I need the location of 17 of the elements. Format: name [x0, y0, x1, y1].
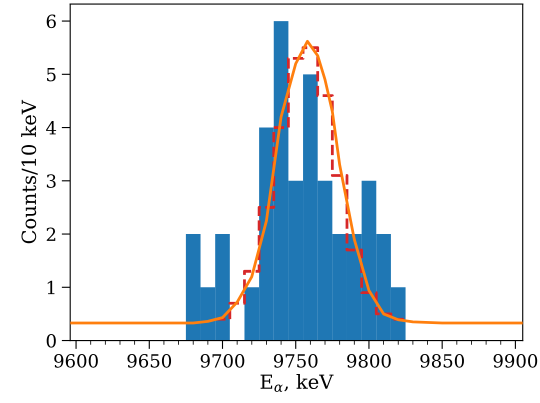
x-tick-label: 9650: [127, 354, 172, 368]
y-tick-label: 2: [46, 228, 56, 241]
y-tick-label: 3: [46, 174, 56, 188]
y-tick-label: 0: [46, 334, 56, 348]
y-tick-label: 5: [47, 68, 56, 82]
x-tick-label: 9800: [347, 354, 391, 368]
y-axis-title: Counts/10 keV: [21, 100, 38, 244]
y-tick-label: 4: [46, 121, 56, 134]
x-axis-title: E$_{α}$, keV: [260, 374, 334, 392]
x-tick-label: 9700: [200, 354, 244, 368]
x-tick-label: 9900: [494, 354, 538, 368]
x-tick-label: 9750: [274, 354, 318, 368]
x-tick-label: 9850: [420, 354, 464, 368]
x-tick-label: 9600: [54, 354, 98, 368]
y-tick-label: 1: [48, 280, 54, 294]
y-tick-label: 6: [46, 14, 56, 28]
line-series: [70, 40, 523, 324]
